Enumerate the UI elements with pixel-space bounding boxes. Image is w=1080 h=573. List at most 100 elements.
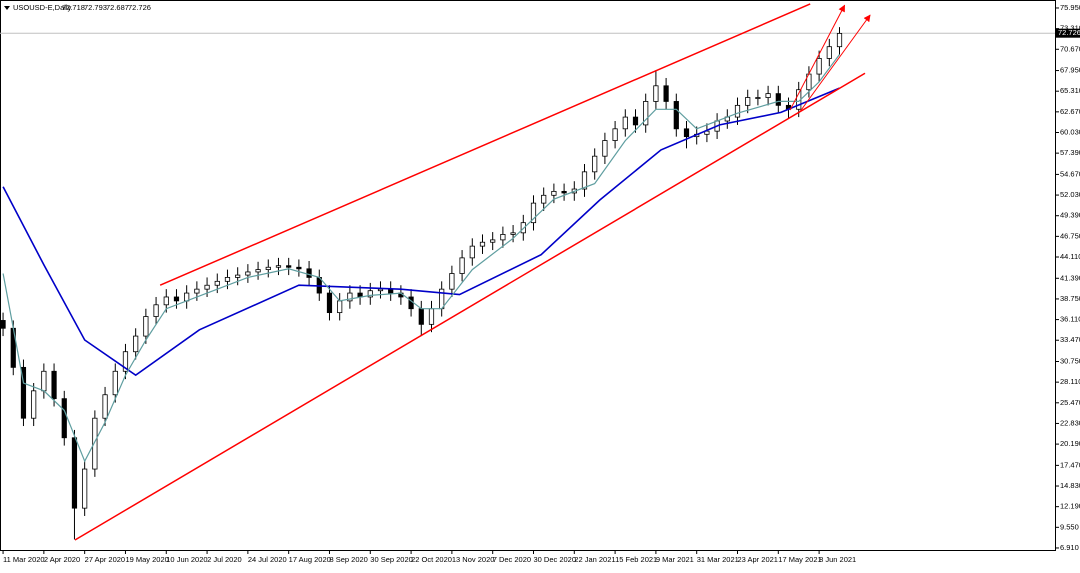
ohlc-header: 72.718 72.793 72.687 72.726: [62, 3, 151, 12]
y-tick-label: 52.030: [1060, 190, 1080, 199]
x-tick-label: 30 Sep 2020: [370, 555, 413, 564]
candle-body: [20, 366, 27, 419]
candle-body: [775, 93, 781, 106]
candle-body: [286, 265, 292, 268]
candle-body: [194, 288, 200, 294]
moving-average: [2, 54, 840, 463]
candle-body: [214, 280, 220, 286]
symbol: USOUSD-E,Daily: [13, 3, 72, 12]
candle-body: [510, 232, 516, 235]
candle-body: [102, 394, 108, 419]
y-tick-label: 46.750: [1060, 231, 1080, 240]
candle-body: [337, 300, 343, 314]
x-tick-label: 10 Jun 2020: [166, 555, 207, 564]
x-tick-label: 11 Mar 2020: [3, 555, 45, 564]
candle-body: [479, 241, 486, 247]
x-tick-label: 8 Sep 2020: [329, 555, 367, 564]
candle-body: [133, 335, 139, 353]
y-tick-label: 6.910: [1060, 543, 1079, 552]
arrow: [789, 4, 846, 111]
candle-body: [173, 296, 180, 302]
x-tick-label: 8 Jun 2021: [819, 555, 856, 564]
candle-body: [663, 85, 669, 102]
candle-body: [112, 370, 118, 396]
y-tick-label: 22.830: [1060, 418, 1080, 427]
ohlc-value: 72.687: [106, 3, 129, 12]
ohlc-value: 72.718: [62, 3, 85, 12]
candle-body: [367, 290, 373, 298]
y-tick-label: 60.030: [1060, 127, 1080, 136]
plot-frame: [0, 0, 1056, 551]
candle-body: [347, 292, 353, 302]
candle-body: [0, 320, 6, 329]
y-tick-label: 70.670: [1060, 44, 1080, 53]
candle-body: [622, 116, 628, 130]
y-tick-label: 12.190: [1060, 502, 1080, 511]
x-tick-label: 17 Aug 2020: [289, 555, 331, 564]
candle-body: [418, 308, 424, 325]
candle-body: [592, 155, 598, 173]
candle-body: [245, 271, 251, 276]
y-tick-label: 44.110: [1060, 252, 1080, 261]
y-tick-label: 73.310: [1060, 24, 1080, 33]
candle-body: [459, 257, 465, 274]
y-tick-label: 62.670: [1060, 107, 1080, 116]
candle-body: [71, 437, 78, 509]
x-tick-label: 13 Nov 2020: [452, 555, 495, 564]
y-tick-label: 57.390: [1060, 148, 1080, 157]
candle-body: [306, 268, 312, 278]
candle-body: [122, 351, 129, 372]
ohlc-value: 72.793: [84, 3, 107, 12]
candle-body: [612, 128, 618, 141]
candle-body: [275, 265, 282, 268]
price-label-box: [1056, 28, 1080, 38]
candle-body: [388, 288, 394, 294]
candle-body: [235, 274, 241, 278]
y-tick-label: 41.390: [1060, 273, 1080, 282]
candle-body: [153, 304, 159, 317]
x-tick-label: 15 Feb 2021: [615, 555, 657, 564]
candle-body: [745, 97, 751, 106]
candle-body: [551, 190, 557, 196]
candle-body: [836, 32, 843, 48]
candle-body: [82, 468, 88, 509]
trendline: [159, 3, 811, 286]
ohlc-value: 72.726: [128, 3, 151, 12]
menu-icon: [4, 6, 10, 10]
y-tick-label: 38.750: [1060, 294, 1080, 303]
candle-body: [541, 194, 547, 204]
x-tick-label: 31 Mar 2021: [697, 555, 739, 564]
y-tick-label: 67.950: [1060, 66, 1080, 75]
x-tick-label: 24 Jul 2020: [248, 555, 287, 564]
y-tick-label: 17.470: [1060, 460, 1080, 469]
candle-body: [530, 202, 537, 224]
x-tick-label: 7 Dec 2020: [493, 555, 531, 564]
candle-body: [581, 171, 588, 190]
candle-body: [490, 239, 496, 243]
y-tick-label: 9.550: [1060, 522, 1079, 531]
candle-body: [377, 288, 384, 292]
candle-body: [255, 269, 261, 273]
y-tick-label: 36.110: [1060, 315, 1080, 324]
candle-body: [265, 266, 271, 271]
y-tick-label: 25.470: [1060, 398, 1080, 407]
x-tick-label: 9 Mar 2021: [656, 555, 694, 564]
candle-body: [765, 93, 771, 98]
candle-body: [408, 296, 414, 310]
y-tick-label: 54.670: [1060, 169, 1080, 178]
x-tick-label: 19 May 2020: [125, 555, 168, 564]
candle-body: [61, 398, 67, 439]
x-tick-label: 23 Apr 2021: [738, 555, 778, 564]
candle-body: [643, 101, 649, 126]
candle-body: [428, 308, 435, 325]
candle-body: [826, 46, 832, 59]
candle-body: [163, 296, 169, 306]
candle-body: [755, 97, 761, 99]
x-tick-label: 22 Oct 2020: [411, 555, 452, 564]
candle-body: [51, 370, 57, 400]
candle-body: [296, 266, 302, 270]
candle-body: [734, 104, 741, 118]
y-tick-label: 20.190: [1060, 439, 1080, 448]
x-tick-label: 17 May 2021: [778, 555, 821, 564]
candle-body: [224, 277, 231, 282]
